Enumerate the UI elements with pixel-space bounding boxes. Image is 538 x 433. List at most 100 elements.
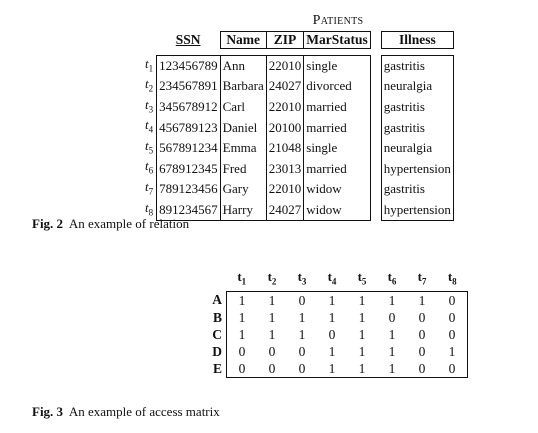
- matrix-cell: 0: [257, 359, 287, 378]
- ssn-cell: 678912345: [156, 158, 221, 180]
- tuple-id: t4: [145, 117, 154, 135]
- illness-cell: neuralgia: [380, 137, 454, 159]
- marstatus-cell: divorced: [303, 76, 371, 97]
- name-cell: Harry: [220, 199, 267, 221]
- illness-cell: gastritis: [380, 179, 454, 200]
- matrix-cell: 1: [358, 343, 366, 359]
- matrix-cell: 1: [347, 359, 377, 378]
- name-cell: Gary: [220, 179, 267, 200]
- matrix-cell: 1: [377, 359, 407, 378]
- figure-2-label: Fig. 2: [32, 216, 64, 231]
- header-name: Name: [219, 31, 267, 49]
- name-cell: Ann: [220, 55, 267, 77]
- zip-cell: 22010: [266, 179, 305, 200]
- matrix-cell: 0: [328, 326, 336, 342]
- marstatus-cell: widow: [303, 179, 371, 200]
- zip-cell: 22010: [266, 55, 305, 77]
- name-cell: Barbara: [220, 76, 267, 97]
- matrix-header-row: t1 t2 t3 t4 t5 t6 t7 t8: [198, 268, 468, 291]
- matrix-column-header: t3: [297, 269, 307, 287]
- ssn-cell: 789123456: [156, 179, 221, 200]
- illness-cell: hypertension: [380, 199, 454, 221]
- relation-row: t2 234567891 Barbara 24027 divorced neuralgia: [143, 76, 454, 97]
- relation-header-row: SSN Name ZIP MarStatus Illness: [143, 31, 454, 49]
- matrix-cell: 1: [388, 343, 396, 359]
- matrix-cell: 0: [407, 359, 437, 378]
- header-zip: ZIP: [265, 31, 305, 49]
- matrix-cell: 0: [437, 359, 468, 378]
- matrix-column-header: t4: [327, 269, 337, 287]
- zip-cell: 20100: [266, 117, 305, 138]
- ssn-cell: 456789123: [156, 117, 221, 138]
- ssn-cell: 123456789: [156, 55, 221, 77]
- header-illness: Illness: [380, 31, 454, 49]
- figure-3-text: An example of access matrix: [68, 404, 220, 419]
- matrix-cell: 0: [287, 290, 317, 309]
- zip-cell: 22010: [266, 96, 305, 118]
- ssn-cell: 567891234: [156, 137, 221, 159]
- matrix-cell: 1: [377, 290, 407, 309]
- matrix-cell: 1: [407, 290, 437, 309]
- header-marstatus: MarStatus: [303, 31, 371, 49]
- name-cell: Daniel: [220, 117, 267, 138]
- tuple-id: t7: [145, 179, 154, 197]
- ssn-cell: 345678912: [156, 96, 221, 118]
- zip-cell: 23013: [266, 158, 305, 180]
- illness-cell: gastritis: [380, 96, 454, 118]
- matrix-column-header: t6: [387, 269, 397, 287]
- tuple-id: t8: [145, 199, 154, 218]
- matrix-column-header: t8: [447, 269, 457, 287]
- matrix-cell: 1: [347, 290, 377, 309]
- matrix-cell: 1: [298, 309, 306, 325]
- ssn-cell: 234567891: [156, 76, 221, 97]
- zip-cell: 24027: [266, 199, 305, 221]
- matrix-column-header: t5: [357, 269, 367, 287]
- relation-row: t3 345678912 Carl 22010 married gastritis: [143, 96, 454, 118]
- matrix-row-label: C: [212, 326, 222, 342]
- matrix-cell: 0: [226, 342, 257, 360]
- matrix-cell: 1: [328, 343, 336, 359]
- matrix-cell: 0: [388, 309, 396, 325]
- matrix-cell: 1: [358, 326, 366, 342]
- matrix-cell: 0: [437, 308, 468, 326]
- relation-row: t6 678912345 Fred 23013 married hypertension: [143, 158, 454, 180]
- illness-cell: gastritis: [380, 55, 454, 77]
- matrix-cell: 1: [388, 326, 396, 342]
- matrix-cell: 1: [226, 325, 257, 343]
- zip-cell: 21048: [266, 137, 305, 159]
- matrix-column-header: t7: [417, 269, 427, 287]
- tuple-id: t3: [145, 96, 154, 115]
- matrix-cell: 1: [437, 342, 468, 360]
- matrix-cell: 0: [418, 309, 426, 325]
- marstatus-cell: single: [303, 55, 371, 77]
- matrix-cell: 1: [317, 359, 347, 378]
- matrix-cell: 1: [298, 326, 306, 342]
- zip-cell: 24027: [266, 76, 305, 97]
- matrix-cell: 0: [287, 359, 317, 378]
- matrix-cell: 0: [418, 343, 426, 359]
- ssn-cell: 891234567: [156, 199, 221, 221]
- relation-row: t8 891234567 Harry 24027 widow hypertension: [143, 199, 454, 221]
- illness-cell: neuralgia: [380, 76, 454, 97]
- matrix-cell: 1: [358, 309, 366, 325]
- relation-title: Patients: [312, 13, 364, 28]
- relation-row: t1 123456789 Ann 22010 single gastritis: [143, 55, 454, 77]
- illness-cell: hypertension: [380, 158, 454, 180]
- matrix-row-label: B: [212, 309, 222, 325]
- marstatus-cell: single: [303, 137, 371, 159]
- name-cell: Emma: [220, 137, 267, 159]
- figure-3-label: Fig. 3: [32, 404, 64, 419]
- relation-row: t5 567891234 Emma 21048 single neuralgia: [143, 137, 454, 159]
- matrix-column-header: t2: [267, 269, 277, 287]
- matrix-cell: 0: [268, 343, 276, 359]
- name-cell: Fred: [220, 158, 267, 180]
- matrix-cell: 0: [437, 325, 468, 343]
- matrix-cell: 0: [298, 343, 306, 359]
- matrix-row-label: A: [212, 292, 222, 308]
- marstatus-cell: widow: [303, 199, 371, 221]
- figure-3-caption: Fig. 3 An example of access matrix: [32, 404, 220, 420]
